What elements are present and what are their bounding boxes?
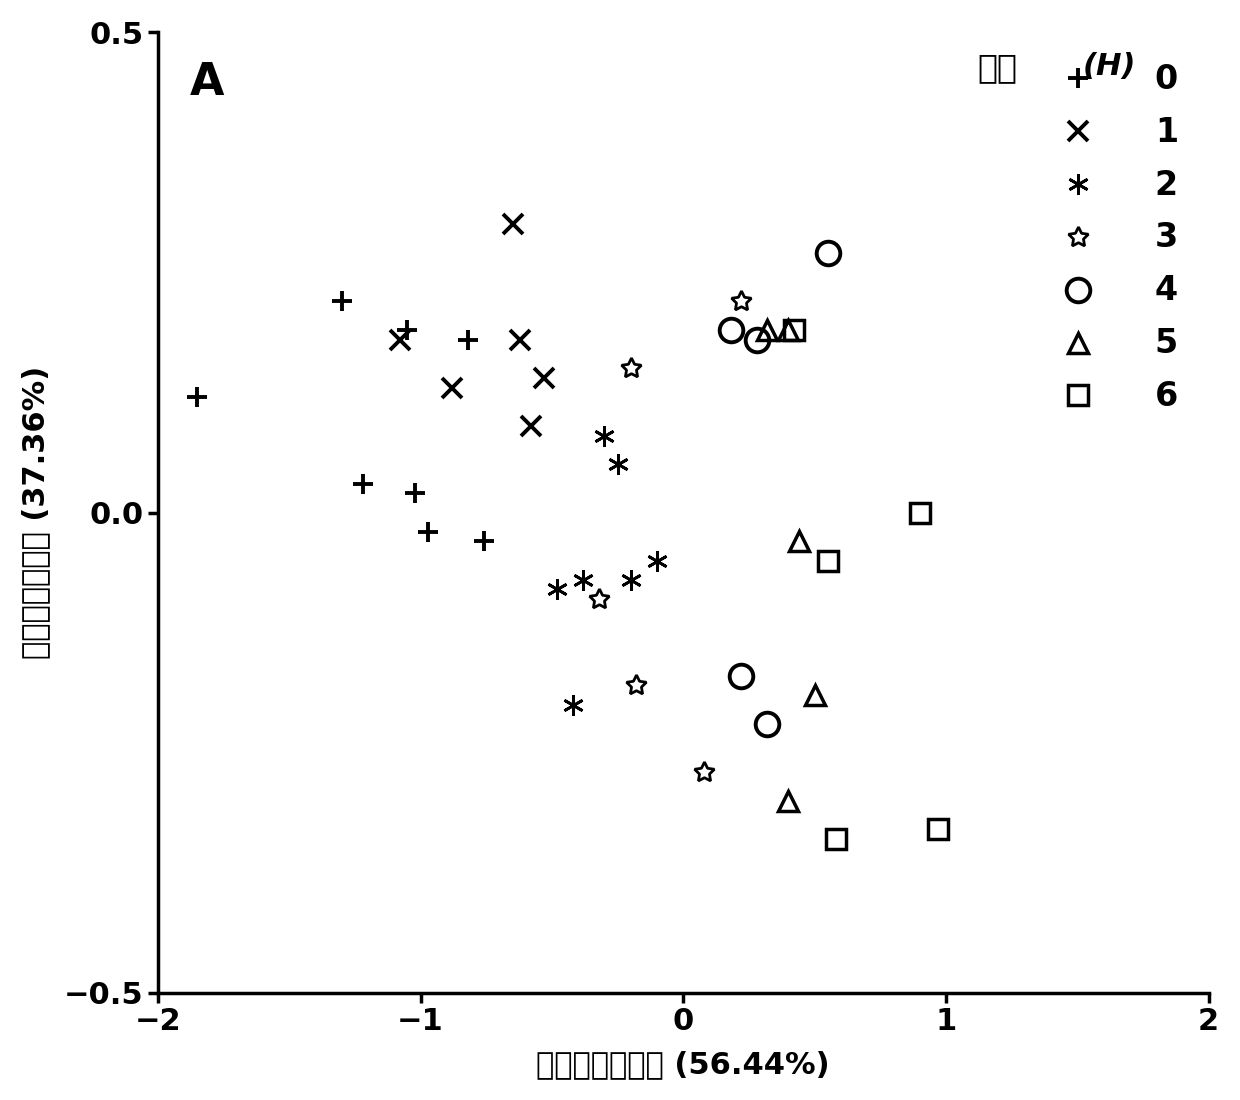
5 <box>781 323 796 337</box>
Line: 4: 4 <box>719 241 839 736</box>
4 <box>760 717 775 730</box>
Line: 6: 6 <box>784 320 949 849</box>
4 <box>723 323 738 337</box>
0 <box>476 535 491 548</box>
0 <box>190 390 205 404</box>
3 <box>629 679 644 692</box>
3 <box>697 766 712 779</box>
3 <box>624 362 639 375</box>
5 <box>791 535 806 548</box>
Line: 5: 5 <box>756 320 825 811</box>
Text: (H): (H) <box>1083 52 1136 80</box>
2 <box>565 698 580 712</box>
0 <box>422 525 436 538</box>
1 <box>513 333 528 346</box>
Line: 0: 0 <box>187 290 494 552</box>
Line: 3: 3 <box>589 290 751 782</box>
1 <box>523 419 538 432</box>
0 <box>401 323 415 337</box>
X-axis label: 第一主成分得分 (56.44%): 第一主成分得分 (56.44%) <box>537 1050 830 1079</box>
Line: 1: 1 <box>389 214 554 437</box>
2 <box>577 573 591 586</box>
Y-axis label: 第二主成分得分 (37.36%): 第二主成分得分 (37.36%) <box>21 366 50 659</box>
5 <box>781 794 796 807</box>
2 <box>624 573 639 586</box>
Line: 2: 2 <box>547 426 667 715</box>
3 <box>591 592 606 605</box>
1 <box>392 333 407 346</box>
4 <box>749 333 764 346</box>
3 <box>734 295 749 308</box>
0 <box>356 477 371 491</box>
6 <box>821 554 836 568</box>
6 <box>930 823 945 836</box>
6 <box>786 323 801 337</box>
0 <box>408 486 423 499</box>
2 <box>549 583 564 596</box>
2 <box>596 429 611 442</box>
0 <box>460 333 475 346</box>
Text: A: A <box>190 62 224 104</box>
6 <box>828 833 843 846</box>
1 <box>505 218 520 231</box>
5 <box>807 689 822 702</box>
5 <box>760 323 775 337</box>
Text: 时间: 时间 <box>977 52 1018 85</box>
2 <box>610 458 625 471</box>
4 <box>821 246 836 260</box>
Legend: 0, 1, 2, 3, 4, 5, 6: 0, 1, 2, 3, 4, 5, 6 <box>1033 47 1193 428</box>
0 <box>335 295 350 308</box>
4 <box>734 669 749 682</box>
6 <box>913 506 928 519</box>
1 <box>537 372 552 385</box>
2 <box>650 554 665 568</box>
1 <box>445 381 460 394</box>
